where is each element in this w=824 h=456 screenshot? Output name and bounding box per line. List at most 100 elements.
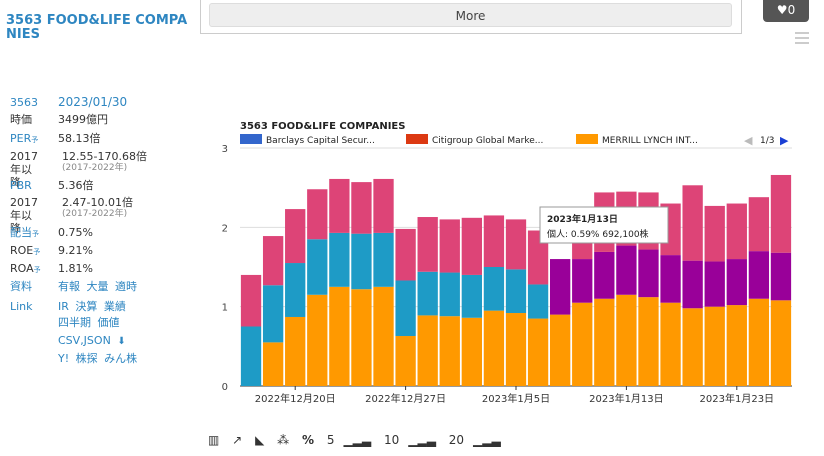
link-yahoo[interactable]: Y! [58,352,70,365]
x-tick-label: 2022年12月27日 [365,392,446,405]
bar-chart-icon[interactable]: ▥ [208,433,220,447]
per-range-value: 12.55-170.68倍 [62,150,147,163]
bar-segment [483,310,505,386]
link-minkabu[interactable]: みん株 [104,352,138,365]
bar-segment [395,228,416,281]
pbr-range-value: 2.47-10.01倍 [62,196,133,209]
bar-segment [307,294,328,386]
line-chart-icon[interactable]: ↗ [232,433,243,447]
range-10-button[interactable]: 10 ▁▂▃ [383,433,436,447]
roe-label: ROE予 [10,244,58,259]
roa-label-text: ROA [10,262,34,275]
legend-swatch [240,134,262,144]
bar-segment [373,286,394,386]
bar-segment [572,302,593,386]
range-5-button[interactable]: 5 ▁▂▃ [326,433,372,447]
bar-segment [439,219,460,273]
pbr-range-years: (2017-2022年) [62,209,128,219]
bar-segment [395,280,416,337]
link-kabutan[interactable]: 株探 [75,352,98,365]
bar-segment [748,251,770,299]
bar-segment [329,178,350,233]
bar-segment [638,249,659,298]
bar-segment [483,267,505,311]
bar-segment [373,232,394,287]
group-icon[interactable]: ⁂ [277,433,290,447]
legend-label: MERRILL LYNCH INT... [602,136,698,146]
bar-segment [439,316,460,386]
bar-segment [505,269,527,314]
bar-segment [682,185,703,261]
link-kessan[interactable]: 決算 [75,300,98,313]
bar-segment [770,174,792,253]
tooltip-line: 個人: 0.59% 692,100株 [547,228,649,240]
legend-prev-icon[interactable]: ◀ [744,134,753,147]
link-tairyo[interactable]: 大量 [86,280,109,293]
favorite-button[interactable]: ♥0 [763,0,809,22]
more-button[interactable]: More [209,3,732,27]
legend-next-icon[interactable]: ▶ [780,134,789,147]
bar-segment [704,261,725,307]
bar-segment [527,284,549,319]
bar-segment [262,342,284,386]
y-tick-label: 2 [222,223,228,234]
link-quarterly[interactable]: 四半期 [58,316,91,329]
bar-segment [726,259,747,306]
legend-swatch [576,134,598,144]
menu-icon[interactable] [795,32,809,44]
bar-segment [660,302,681,386]
link-label: Link [10,300,33,313]
link-ir[interactable]: IR [58,300,69,313]
legend-label: Citigroup Global Marke... [432,136,543,146]
bar-segment [550,259,571,315]
roe-value: 9.21% [58,244,93,257]
bar-segment [572,243,593,260]
percent-icon[interactable]: % [301,433,314,447]
bar-segment [572,259,593,303]
bar-segment [483,215,505,267]
bar-segment [417,315,438,386]
link-yuho[interactable]: 有報 [58,280,80,293]
dividend-label-text: 配当 [10,226,32,239]
favorite-count: 0 [787,3,796,17]
link-tekiji[interactable]: 適時 [115,280,137,293]
per-value: 58.13倍 [58,132,101,145]
stock-code[interactable]: 3563 [10,96,38,109]
bar-segment [461,217,482,275]
tooltip-date: 2023年1月13日 [547,213,618,225]
y-tick-label: 1 [222,303,228,314]
more-panel: More [200,0,742,34]
legend-swatch [406,134,428,144]
bar-segment [240,274,262,327]
roe-label-text: ROE [10,244,34,257]
bar-segment [550,314,571,386]
market-cap-label: 時価 [10,113,32,126]
pbr-value: 5.36倍 [58,179,94,192]
dividend-label[interactable]: 配当予 [10,226,58,241]
x-tick-label: 2022年12月20日 [255,392,336,405]
per-label[interactable]: PER予 [10,132,58,147]
bar-segment [726,305,747,386]
link-csv-json[interactable]: CSV,JSON [58,334,111,347]
link-value[interactable]: 価値 [97,316,120,329]
bar-segment [417,271,438,316]
bar-segment [682,260,703,309]
bar-segment [395,336,416,386]
range-20-button[interactable]: 20 ▁▂▃ [448,433,501,447]
bar-segment [770,252,792,301]
bar-segment [616,294,637,386]
page-title[interactable]: 3563 FOOD&LIFE COMPANIES [6,13,188,42]
bar-segment [726,203,747,260]
per-range-label: 2017年以降 [10,150,38,189]
per-label-text: PER [10,132,32,145]
resources-label: 資料 [10,280,32,293]
bar-segment [351,289,372,386]
area-chart-icon[interactable]: ◣ [255,433,265,447]
legend-page: 1/3 [760,136,774,146]
legend-label: Barclays Capital Secur... [266,136,375,146]
link-gyoseki[interactable]: 業績 [103,300,126,313]
pbr-label[interactable]: PBR [10,179,32,192]
bar-segment [351,182,372,234]
heart-icon: ♥ [776,3,788,17]
bar-segment [262,285,284,343]
